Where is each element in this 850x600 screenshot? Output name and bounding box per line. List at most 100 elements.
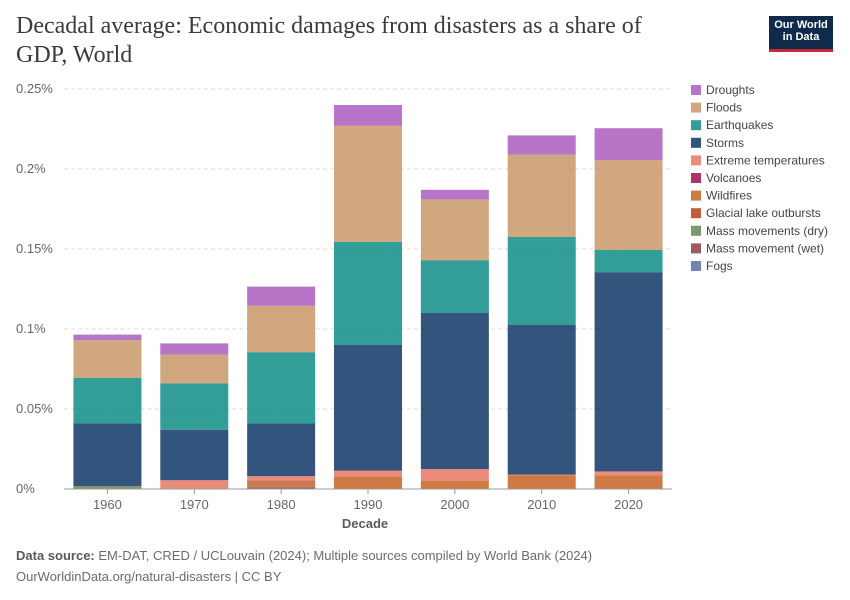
legend-swatch: [691, 120, 701, 131]
legend-swatch: [691, 225, 701, 236]
legend-label: Mass movements (dry): [706, 224, 828, 238]
legend-item-floods[interactable]: Floods: [691, 101, 742, 115]
x-axis-ticks: 1960 1970 1980 1990 2000 2010 2020: [93, 489, 643, 512]
legend-item-mass-movement-wet-[interactable]: Mass movement (wet): [691, 241, 824, 255]
legend-swatch: [691, 155, 701, 166]
logo-line-2: in Data: [782, 31, 820, 43]
bar-segment-storms-1980[interactable]: [247, 423, 316, 477]
legend-label: Volcanoes: [706, 171, 761, 185]
bar-segment-droughts-1980[interactable]: [247, 286, 316, 306]
bar-segment-storms-2020[interactable]: [594, 272, 663, 472]
x-tick-label: 2000: [440, 497, 469, 512]
bar-segment-droughts-1970[interactable]: [160, 343, 229, 355]
bar-segment-extreme-temperatures-2000[interactable]: [420, 469, 489, 481]
legend-swatch: [691, 208, 701, 219]
bar-segment-droughts-2000[interactable]: [420, 189, 489, 200]
bar-segment-wildfires-2020[interactable]: [594, 475, 663, 489]
bar-segment-earthquakes-2010[interactable]: [507, 237, 576, 325]
bar-segment-storms-2010[interactable]: [507, 325, 576, 475]
legend-item-earthquakes[interactable]: Earthquakes: [691, 118, 773, 132]
bar-segment-extreme-temperatures-1980[interactable]: [247, 476, 316, 481]
data-source-label: Data source:: [16, 548, 95, 563]
legend-label: Storms: [706, 136, 744, 150]
bar-segment-earthquakes-1970[interactable]: [160, 383, 229, 430]
x-tick-label: 1970: [180, 497, 209, 512]
legend-item-mass-movements-dry-[interactable]: Mass movements (dry): [691, 224, 828, 238]
bar-segment-droughts-2020[interactable]: [594, 128, 663, 161]
legend-label: Floods: [706, 101, 742, 115]
x-tick-label: 1990: [354, 497, 383, 512]
y-axis-ticks: 0% 0.05% 0.1% 0.15% 0.2% 0.25%: [16, 81, 53, 496]
legend-label: Earthquakes: [706, 118, 773, 132]
bar-segment-extreme-temperatures-2020[interactable]: [594, 471, 663, 476]
legend-item-wildfires[interactable]: Wildfires: [691, 189, 752, 203]
y-tick-label: 0.05%: [16, 401, 53, 416]
bar-segment-earthquakes-2000[interactable]: [420, 260, 489, 313]
bar-segment-extreme-temperatures-2010[interactable]: [507, 474, 576, 476]
bar-segment-storms-1960[interactable]: [73, 423, 142, 487]
bar-segment-mass-movement-wet--1980[interactable]: [247, 487, 316, 489]
data-source: Data source: EM-DAT, CRED / UCLouvain (2…: [16, 548, 592, 563]
legend-item-glacial-lake-outbursts[interactable]: Glacial lake outbursts: [691, 206, 821, 220]
legend-swatch: [691, 102, 701, 113]
x-tick-label: 2010: [527, 497, 556, 512]
y-tick-label: 0.1%: [16, 321, 46, 336]
legend-item-extreme-temperatures[interactable]: Extreme temperatures: [691, 153, 825, 167]
bar-segment-volcanoes-1980[interactable]: [247, 480, 316, 482]
y-tick-label: 0.2%: [16, 161, 46, 176]
bar-segment-mass-movements-dry--1960[interactable]: [73, 486, 142, 489]
bar-segment-storms-1990[interactable]: [334, 345, 402, 471]
legend-swatch: [691, 261, 701, 271]
bar-segment-earthquakes-1960[interactable]: [73, 377, 142, 424]
legend-item-fogs[interactable]: Fogs: [691, 259, 733, 273]
bar-segment-extreme-temperatures-1970[interactable]: [160, 480, 229, 489]
y-tick-label: 0%: [16, 481, 35, 496]
bar-segment-storms-1970[interactable]: [160, 429, 229, 481]
bar-segment-wildfires-1990[interactable]: [334, 477, 402, 489]
legend-swatch: [691, 137, 701, 148]
bar-segment-wildfires-1980[interactable]: [247, 481, 316, 487]
legend-swatch: [691, 243, 701, 254]
bar-segment-floods-2000[interactable]: [420, 199, 489, 261]
legend-item-volcanoes[interactable]: Volcanoes: [691, 171, 761, 185]
legend-label: Wildfires: [706, 189, 752, 203]
legend-item-droughts[interactable]: Droughts: [691, 83, 755, 97]
stacked-bar-chart: 0%0.05%0.1%0.15%0.2%0.25% 1960 1970 1980 19…: [16, 81, 828, 531]
bar-segment-floods-1960[interactable]: [73, 340, 142, 378]
bar-segment-floods-1970[interactable]: [160, 354, 229, 384]
legend-swatch: [691, 85, 701, 95]
x-tick-label: 1980: [267, 497, 296, 512]
owid-logo[interactable]: Our World in Data: [769, 16, 833, 52]
footer-url[interactable]: OurWorldinData.org/natural-disasters | C…: [16, 569, 282, 584]
x-axis-title: Decade: [342, 516, 388, 531]
legend-label: Glacial lake outbursts: [706, 206, 821, 220]
legend-swatch: [691, 190, 701, 201]
data-source-text[interactable]: EM-DAT, CRED / UCLouvain (2024); Multipl…: [98, 548, 593, 563]
bars: [73, 105, 663, 489]
bar-segment-droughts-2010[interactable]: [507, 135, 576, 155]
bar-segment-storms-2000[interactable]: [420, 313, 489, 469]
x-tick-label: 2020: [614, 497, 643, 512]
bar-segment-wildfires-2000[interactable]: [420, 481, 489, 489]
y-tick-label: 0.25%: [16, 81, 53, 96]
bar-segment-droughts-1990[interactable]: [334, 105, 402, 126]
x-tick-label: 1960: [93, 497, 122, 512]
bar-segment-earthquakes-1980[interactable]: [247, 352, 316, 424]
bar-segment-earthquakes-1990[interactable]: [334, 241, 402, 345]
chart-title: Decadal average: Economic damages from d…: [16, 13, 642, 68]
legend: Droughts Floods Earthquakes Storms Extreme t…: [691, 83, 828, 273]
bar-segment-floods-2010[interactable]: [507, 154, 576, 237]
bar-segment-earthquakes-2020[interactable]: [594, 249, 663, 273]
legend-swatch: [691, 173, 701, 183]
legend-label: Mass movement (wet): [706, 241, 824, 255]
legend-item-storms[interactable]: Storms: [691, 136, 744, 150]
bar-segment-droughts-1960[interactable]: [73, 334, 142, 341]
bar-segment-extreme-temperatures-1990[interactable]: [334, 470, 402, 477]
logo-line-1: Our World: [774, 19, 828, 31]
legend-label: Extreme temperatures: [706, 153, 825, 167]
bar-segment-floods-1990[interactable]: [334, 125, 402, 242]
bar-segment-floods-2020[interactable]: [594, 160, 663, 250]
bar-segment-wildfires-2010[interactable]: [507, 475, 576, 489]
bar-segment-floods-1980[interactable]: [247, 305, 316, 353]
legend-label: Droughts: [706, 83, 755, 97]
